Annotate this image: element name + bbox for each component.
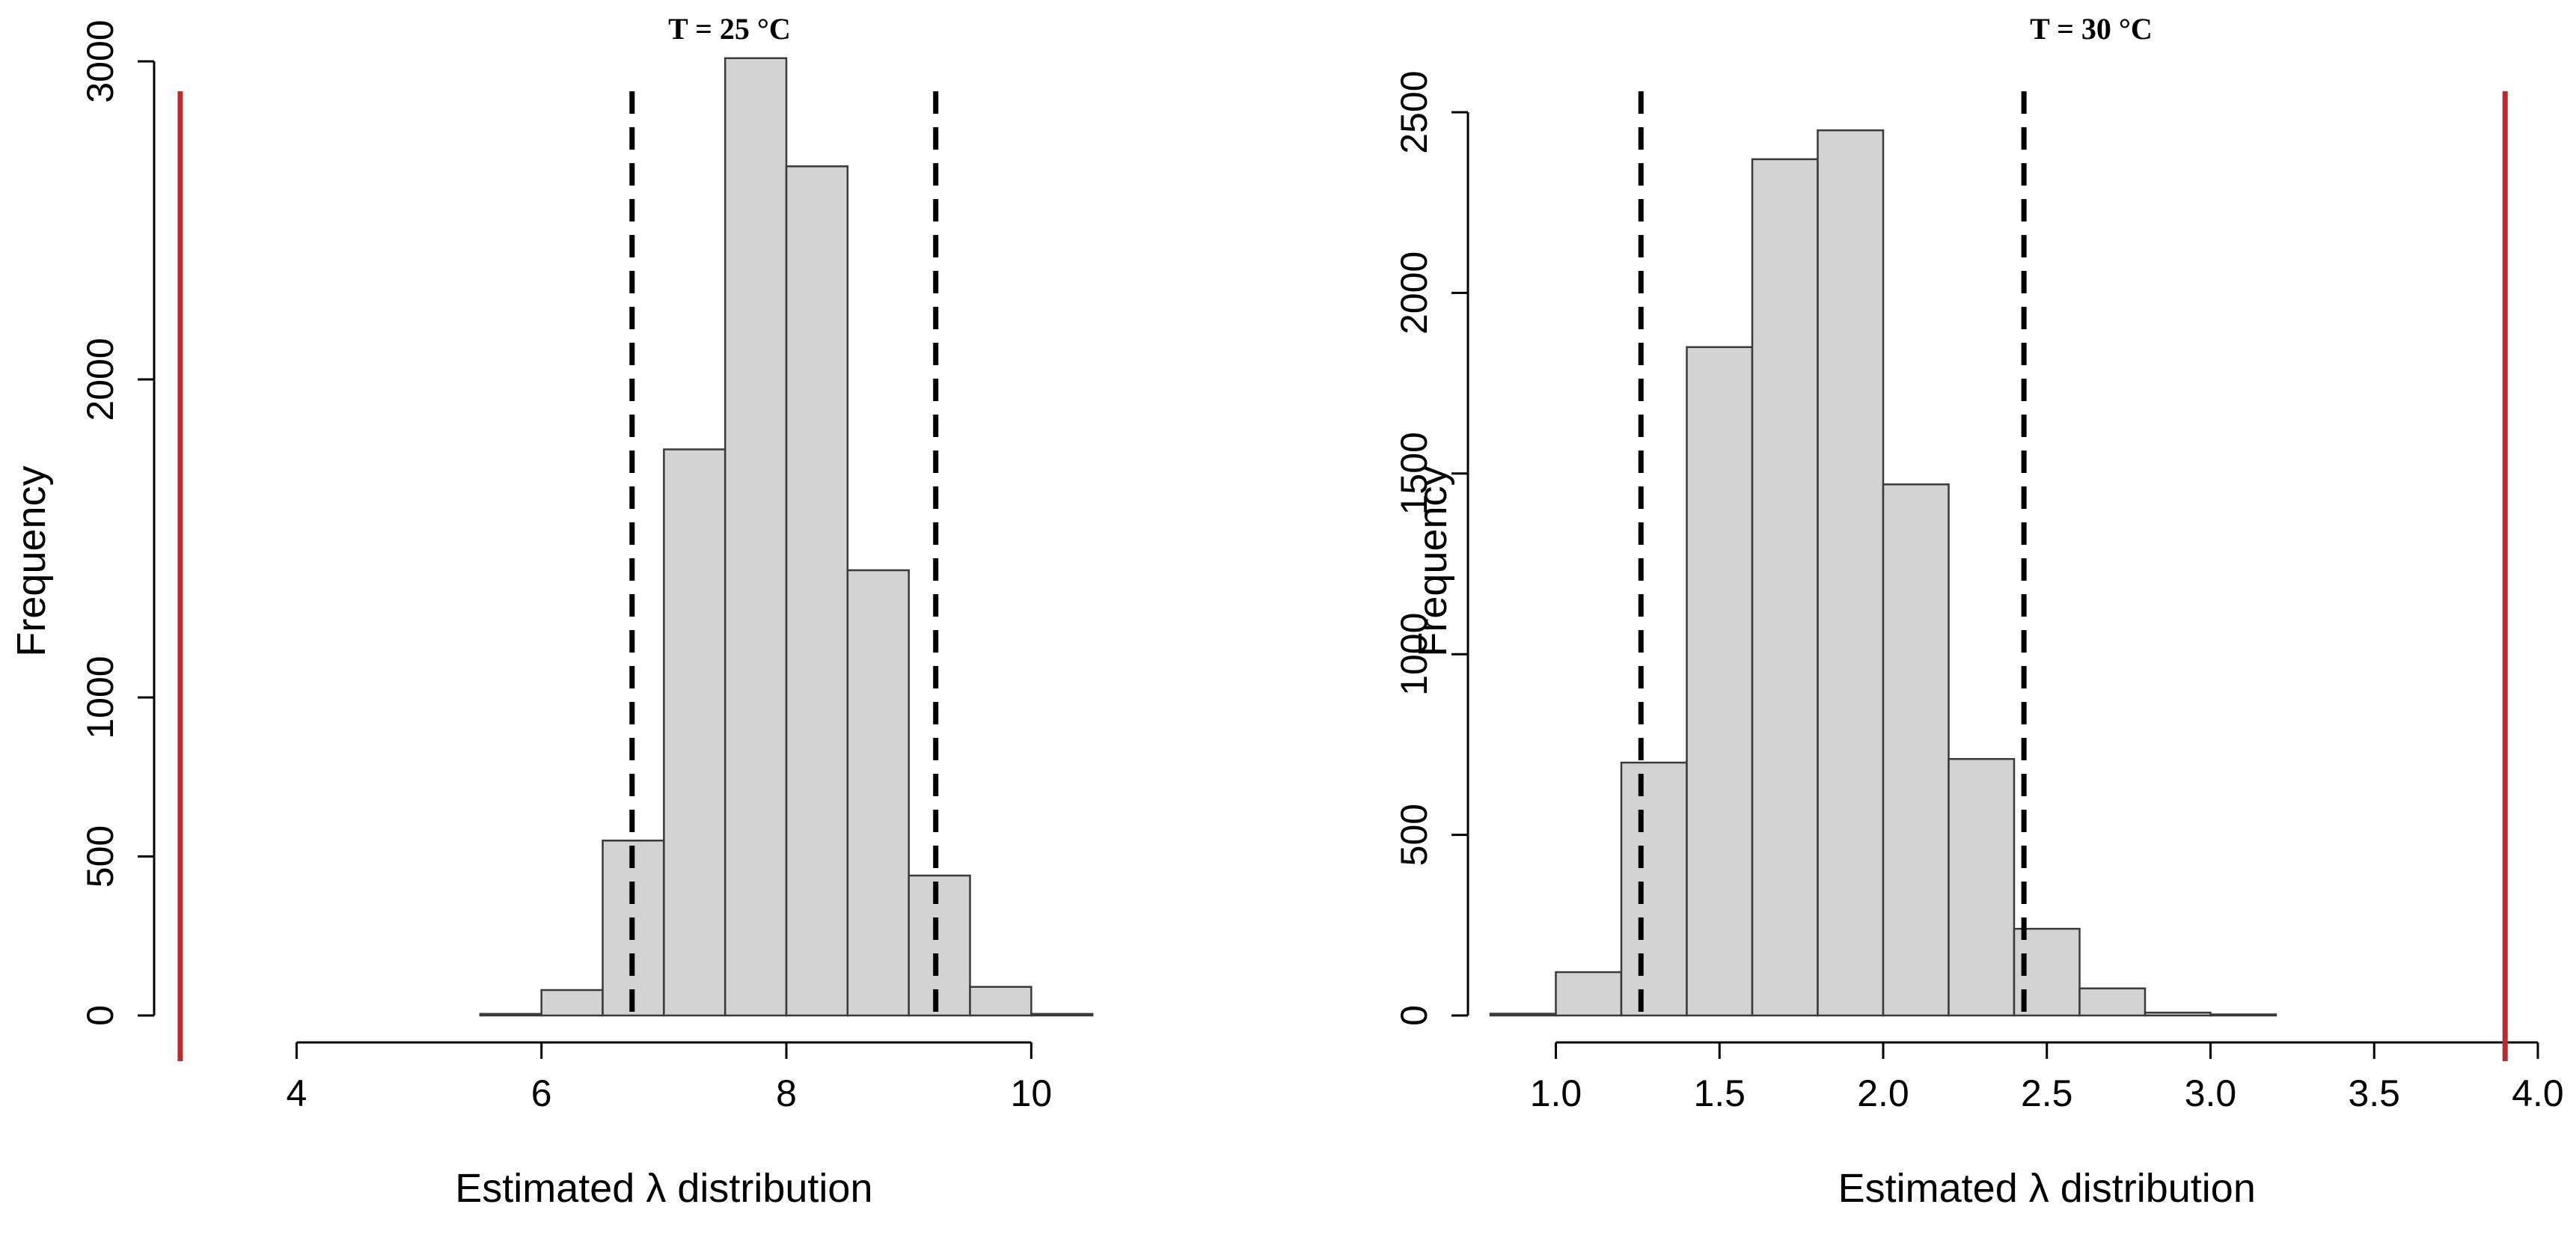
y-axis: 0 500 1000 2000 3000 — [79, 19, 156, 1026]
y-tick-label: 3000 — [79, 19, 121, 103]
y-axis-label: Frequency — [9, 465, 54, 656]
y-axis: 0 500 1000 1500 2000 2500 — [1393, 70, 1469, 1026]
histogram-bar — [785, 165, 849, 1017]
histogram-bar — [1751, 158, 1819, 1017]
histogram-bar — [723, 57, 788, 1017]
x-tick-label: 4 — [286, 1072, 307, 1114]
x-tick-label: 8 — [776, 1072, 797, 1114]
histogram-bar — [1555, 971, 1623, 1017]
histogram-bar — [908, 874, 971, 1017]
histogram-bar — [663, 448, 726, 1017]
y-tick-label: 0 — [79, 1005, 121, 1026]
y-tick-label: 1000 — [1393, 613, 1435, 696]
y-tick-label: 0 — [1393, 1005, 1435, 1026]
chart-title: T = 30 °C — [2030, 12, 2153, 46]
x-tick-label: 2.0 — [1857, 1072, 1909, 1114]
x-tick-label: 10 — [1011, 1072, 1053, 1114]
y-tick-label: 2500 — [1393, 70, 1435, 153]
histogram-bar — [1882, 483, 1950, 1017]
histogram-bar — [1686, 346, 1754, 1017]
histogram-bar — [1489, 1012, 1557, 1017]
x-tick-label: 1.0 — [1530, 1072, 1582, 1114]
chart-title: T = 25 °C — [668, 12, 791, 46]
x-tick-label: 2.5 — [2021, 1072, 2073, 1114]
histogram-bar — [969, 986, 1032, 1017]
y-tick-label: 500 — [79, 825, 121, 888]
histogram-bars — [479, 57, 1094, 1017]
histogram-bar — [1620, 761, 1688, 1017]
x-axis-label: Estimated λ distribution — [1838, 1166, 2256, 1211]
histogram-panel-25c: T = 25 °C Estimated λ distribution Frequ… — [9, 12, 1094, 1211]
histogram-bar — [1030, 1012, 1094, 1017]
x-axis: 1.0 1.5 2.0 2.5 3.0 3.5 4.0 — [1530, 1041, 2564, 1114]
y-tick-label: 1500 — [1393, 432, 1435, 515]
x-axis: 4 6 8 10 — [286, 1041, 1053, 1114]
x-axis-label: Estimated λ distribution — [455, 1166, 872, 1211]
y-tick-label: 2000 — [1393, 251, 1435, 335]
histogram-bar — [540, 989, 604, 1017]
histogram-bar — [2144, 1011, 2212, 1017]
x-tick-label: 3.0 — [2185, 1072, 2237, 1114]
x-tick-label: 6 — [531, 1072, 552, 1114]
x-tick-label: 3.5 — [2348, 1072, 2400, 1114]
histogram-panel-30c: T = 30 °C Estimated λ distribution Frequ… — [1393, 12, 2564, 1211]
histogram-bar — [2078, 987, 2147, 1017]
x-tick-label: 4.0 — [2512, 1072, 2564, 1114]
histogram-bars — [1489, 129, 2277, 1017]
x-tick-label: 1.5 — [1693, 1072, 1746, 1114]
histogram-bar — [846, 569, 910, 1017]
y-axis-label: Frequency — [1410, 465, 1455, 656]
histogram-bar — [1817, 129, 1885, 1017]
histogram-bar — [479, 1012, 542, 1017]
y-tick-label: 500 — [1393, 804, 1435, 866]
y-tick-label: 1000 — [79, 656, 121, 739]
histogram-bar — [1948, 757, 2016, 1017]
y-tick-label: 2000 — [79, 337, 121, 421]
